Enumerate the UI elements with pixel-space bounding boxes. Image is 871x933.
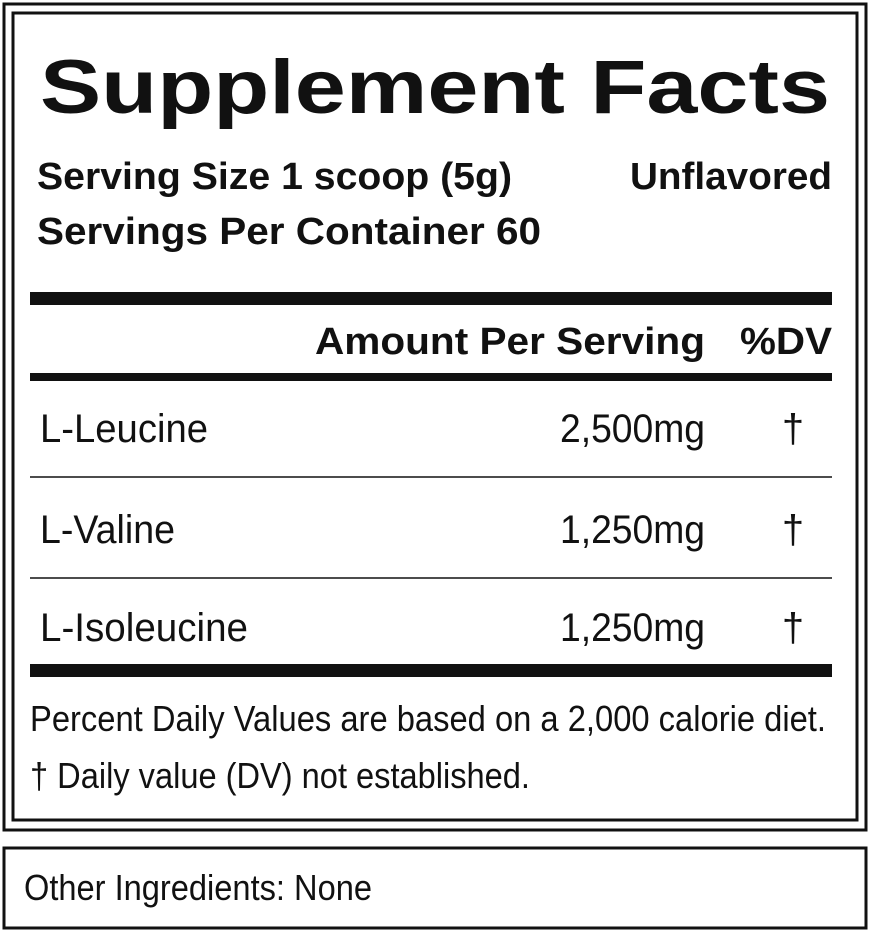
ingredient-dv: †: [782, 508, 804, 552]
ingredient-name: L-Valine: [40, 508, 175, 552]
other-ingredients-box: [2, 846, 868, 930]
column-header: Amount Per Serving: [315, 321, 705, 363]
ingredient-name: L-Isoleucine: [40, 606, 248, 650]
thick-rule: [30, 664, 832, 677]
ingredient-name: L-Leucine: [40, 407, 208, 451]
inner-border: [11, 11, 859, 822]
footnote: Percent Daily Values are based on a 2,00…: [30, 698, 826, 739]
ingredient-amount: 2,500mg: [560, 407, 705, 451]
footnote: † Daily value (DV) not established.: [30, 755, 530, 796]
column-header: %DV: [740, 321, 833, 363]
medium-rule: [30, 373, 832, 381]
serving-size: Serving Size 1 scoop (5g): [37, 156, 512, 198]
ingredient-dv: †: [782, 407, 804, 451]
ingredient-dv: †: [782, 606, 804, 650]
ingredient-amount: 1,250mg: [560, 508, 705, 552]
thick-rule: [30, 292, 832, 305]
ingredient-amount: 1,250mg: [560, 606, 705, 650]
outer-border: [2, 2, 868, 832]
flavor: Unflavored: [630, 156, 832, 198]
title: Supplement Facts: [40, 45, 830, 130]
other-ingredients: Other Ingredients: None: [24, 867, 372, 908]
servings-per-container: Servings Per Container 60: [37, 211, 541, 253]
